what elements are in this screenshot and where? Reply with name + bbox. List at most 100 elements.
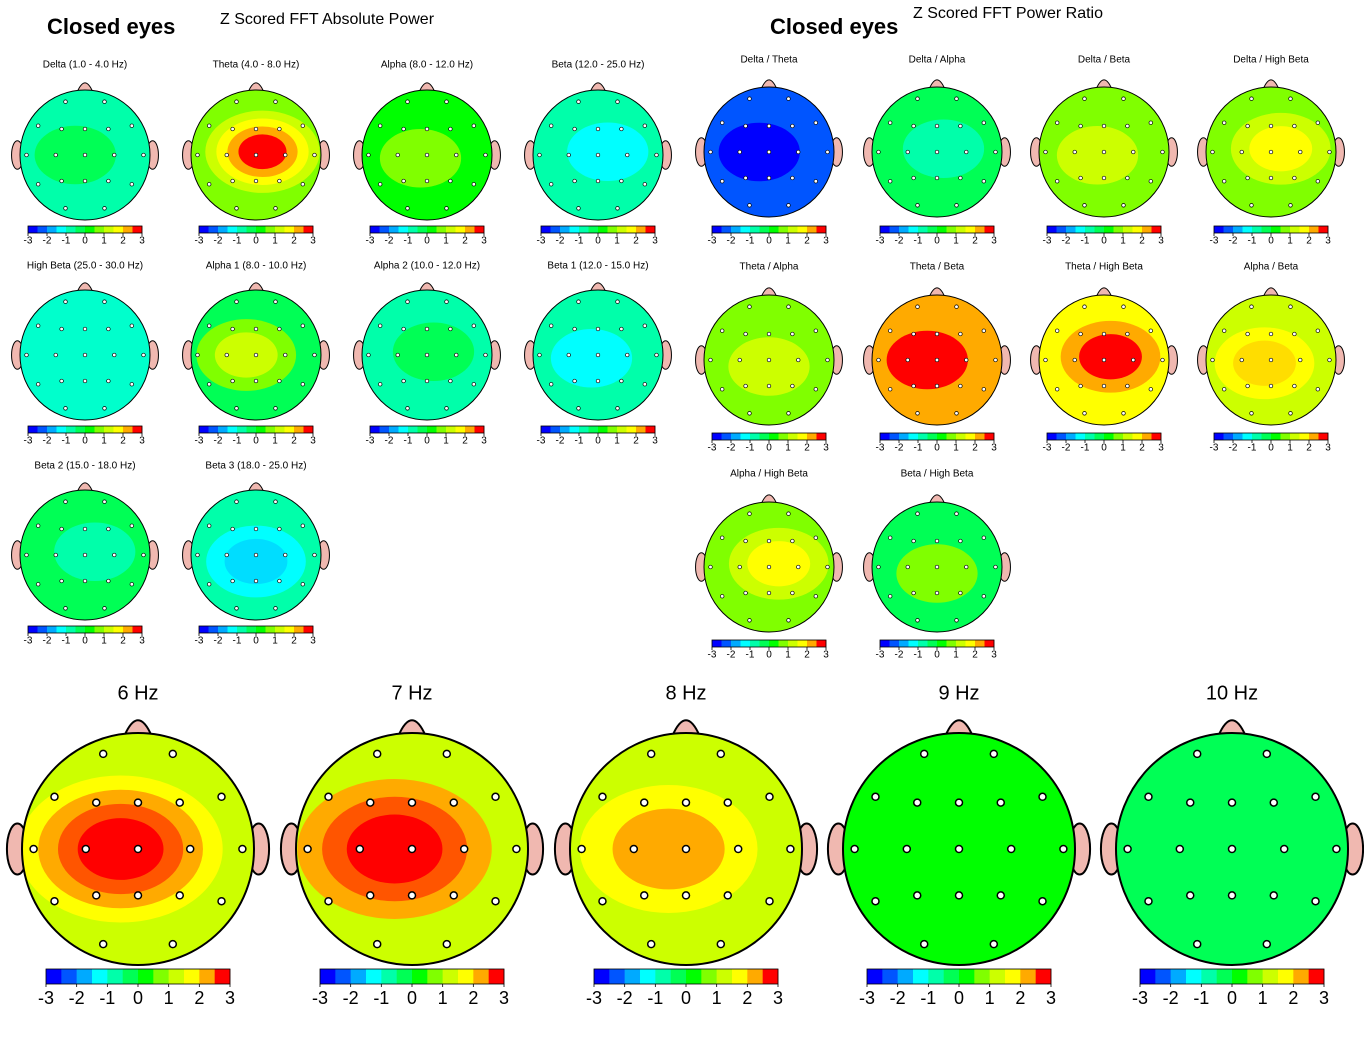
color-scale-segment	[47, 626, 57, 633]
color-scale-segment	[379, 226, 390, 233]
scale-tick-label: 3	[1325, 236, 1331, 247]
color-scale-segment	[1085, 433, 1095, 440]
scale-tick-label: 1	[1258, 988, 1268, 1008]
color-scale-segment	[458, 969, 474, 984]
scale-tick-label: 0	[766, 443, 772, 454]
map-label: Delta / Beta	[1078, 55, 1131, 66]
scale-tick-label: 0	[681, 988, 691, 1008]
scale-tick-label: 1	[785, 443, 791, 454]
electrode	[934, 564, 940, 570]
electrode	[1101, 383, 1107, 389]
electrode	[207, 582, 212, 587]
scale-tick-label: 0	[1268, 443, 1274, 454]
color-scale-segment	[1309, 433, 1319, 440]
scale-tick-label: 2	[804, 236, 810, 247]
electrode	[766, 564, 772, 570]
electrode	[1131, 149, 1136, 155]
head-outline	[190, 89, 322, 221]
scale-tick-label: 1	[1287, 443, 1293, 454]
color-scale-segment	[807, 640, 817, 647]
electrode	[934, 175, 940, 181]
scale-tick-label: 1	[953, 650, 959, 661]
color-scale-segment	[897, 969, 914, 984]
color-scale-segment	[1151, 433, 1162, 440]
head-map	[353, 82, 501, 221]
color-scale-segment	[237, 626, 247, 633]
map-label: Alpha 1 (8.0 - 10.0 Hz)	[206, 261, 307, 272]
electrode	[1222, 179, 1227, 184]
scale-tick-label: -2	[43, 236, 52, 247]
electrode	[915, 618, 920, 623]
color-scale-segment	[579, 226, 589, 233]
electrode	[59, 578, 64, 584]
electrode	[366, 352, 371, 358]
electrode	[1298, 149, 1303, 155]
color-scale-segment	[541, 226, 551, 233]
head-outline	[532, 289, 664, 421]
electrode	[766, 175, 772, 181]
electrode	[444, 299, 449, 304]
electrode	[646, 939, 656, 949]
scale-tick-label: -1	[99, 988, 115, 1008]
electrode	[217, 896, 226, 906]
electrode	[217, 792, 226, 802]
electrode	[277, 326, 282, 332]
electrode	[981, 179, 986, 184]
electrode	[1175, 844, 1185, 854]
color-scale-segment	[937, 640, 947, 647]
color-scale-segment	[797, 640, 808, 647]
scale-tick-label: 0	[595, 436, 601, 447]
electrode	[471, 323, 476, 328]
scale-tick-label: 0	[1101, 236, 1107, 247]
scale-tick-label: 2	[462, 436, 468, 447]
color-scale-segment	[92, 969, 108, 984]
scale-tick-label: -3	[312, 988, 328, 1008]
color-scale-segment	[294, 626, 304, 633]
electrode	[639, 891, 649, 900]
electrode	[448, 326, 453, 332]
contour	[224, 538, 288, 585]
color-scale-segment	[417, 226, 428, 233]
head-outline	[569, 732, 803, 966]
scale-tick-label: 3	[991, 443, 997, 454]
scale-tick-label: 3	[310, 436, 316, 447]
electrode	[36, 182, 41, 187]
scale-tick-label: 3	[823, 236, 829, 247]
electrode	[444, 206, 449, 211]
electrode	[1245, 123, 1250, 129]
electrode	[1101, 123, 1107, 129]
electrode	[981, 387, 986, 392]
electrode	[234, 499, 239, 504]
electrode	[964, 564, 969, 570]
electrode	[63, 99, 68, 104]
electrode	[720, 387, 725, 392]
electrode	[912, 798, 922, 807]
electrode	[566, 152, 571, 158]
electrode	[102, 206, 107, 211]
electrode	[549, 382, 554, 387]
scale-tick-label: 2	[1306, 443, 1312, 454]
color-scale-segment	[1318, 226, 1329, 233]
electrode	[1269, 798, 1279, 807]
electrode	[915, 411, 920, 416]
contour	[612, 808, 725, 890]
electrode	[1332, 844, 1341, 854]
electrode	[720, 179, 725, 184]
scale-tick-label: -1	[746, 236, 755, 247]
contour	[77, 818, 164, 880]
scale-tick-label: -2	[214, 436, 223, 447]
electrode	[1121, 411, 1126, 416]
color-scale-segment	[1047, 433, 1057, 440]
electrode	[733, 844, 743, 854]
color-scale-segment	[1232, 969, 1248, 984]
color-scale-segment	[75, 226, 86, 233]
head-outline	[1205, 86, 1337, 218]
electrode	[720, 594, 725, 599]
scale-tick-label: 3	[773, 988, 783, 1008]
electrode	[796, 357, 801, 363]
electrode	[133, 798, 143, 807]
color-scale-segment	[778, 640, 789, 647]
scale-tick-label: 0	[82, 236, 88, 247]
color-scale-segment	[908, 433, 919, 440]
contour	[379, 129, 462, 188]
